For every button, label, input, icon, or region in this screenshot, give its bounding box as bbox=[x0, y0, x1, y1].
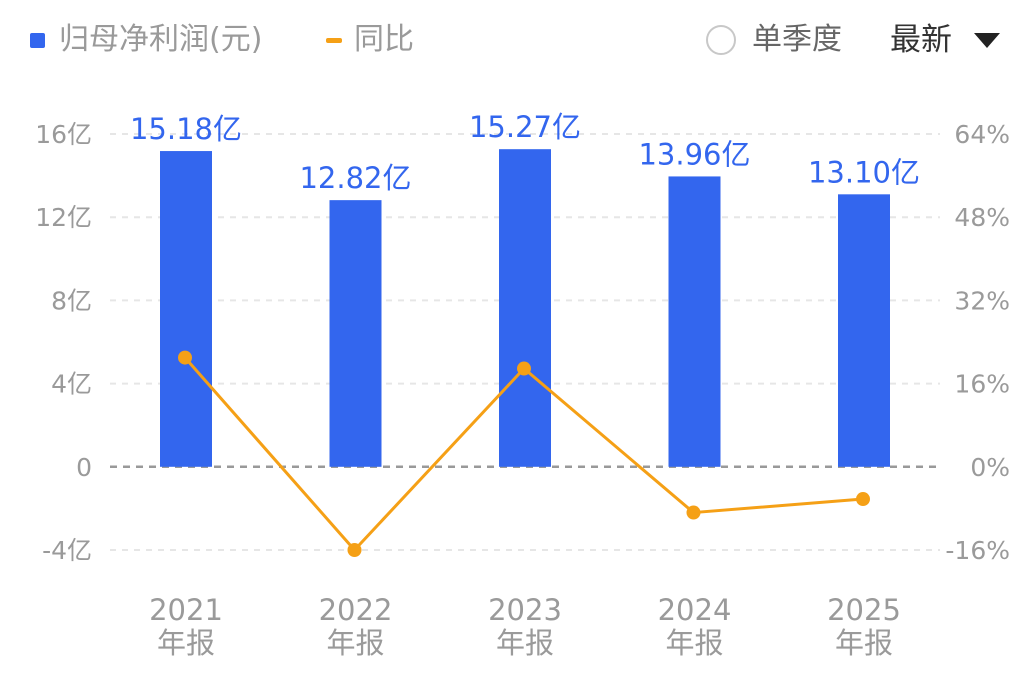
x-tick-year: 2022 bbox=[319, 593, 393, 627]
bar-swatch-icon bbox=[30, 32, 45, 48]
x-tick-report: 年报 bbox=[496, 626, 554, 660]
left-tick-label: 16亿 bbox=[35, 120, 92, 149]
yoy-line-series bbox=[178, 350, 870, 557]
x-tick-report: 年报 bbox=[157, 626, 215, 660]
right-tick-label: 16% bbox=[954, 370, 1010, 399]
bar-value-labels: 15.18亿 12.82亿 15.27亿 13.96亿 13.10亿 bbox=[130, 110, 920, 195]
yoy-point[interactable] bbox=[347, 543, 362, 557]
period-dropdown[interactable]: 最新 bbox=[890, 18, 1000, 62]
grid-lines bbox=[110, 133, 940, 551]
left-tick-label: 0 bbox=[76, 453, 92, 482]
bar[interactable] bbox=[668, 176, 721, 467]
left-tick-label: 8亿 bbox=[51, 286, 92, 315]
yoy-point[interactable] bbox=[517, 361, 531, 376]
x-tick-report: 年报 bbox=[665, 626, 723, 660]
bar-series bbox=[160, 149, 890, 467]
bar-value-label: 15.18亿 bbox=[130, 112, 242, 146]
yoy-point[interactable] bbox=[686, 505, 701, 520]
legend-item-yoy[interactable]: 同比 bbox=[326, 18, 414, 62]
x-tick-year: 2023 bbox=[488, 593, 562, 627]
x-tick-report: 年报 bbox=[326, 626, 384, 660]
bar-value-label: 12.82亿 bbox=[299, 161, 411, 195]
bar-value-label: 13.96亿 bbox=[638, 137, 750, 171]
right-tick-label: 0% bbox=[970, 453, 1010, 482]
bar[interactable] bbox=[838, 194, 890, 467]
single-quarter-label: 单季度 bbox=[752, 22, 842, 57]
line-swatch-icon bbox=[326, 37, 342, 43]
bar-value-label: 15.27亿 bbox=[469, 110, 581, 144]
right-axis: 64% 48% 32% 16% 0% -16% bbox=[945, 120, 1010, 565]
single-quarter-toggle[interactable]: 单季度 bbox=[706, 18, 842, 62]
right-tick-label: 48% bbox=[954, 203, 1010, 232]
legend-label-net-profit: 归母净利润(元) bbox=[59, 22, 263, 57]
caret-down-icon[interactable] bbox=[974, 32, 1000, 48]
x-tick-year: 2025 bbox=[827, 593, 901, 627]
right-tick-label: 32% bbox=[954, 286, 1010, 315]
yoy-point[interactable] bbox=[856, 492, 870, 507]
bar[interactable] bbox=[329, 200, 382, 467]
left-tick-label: 12亿 bbox=[35, 203, 92, 232]
x-tick-year: 2024 bbox=[658, 593, 732, 627]
bar[interactable] bbox=[499, 149, 551, 467]
radio-circle-icon[interactable] bbox=[706, 25, 736, 55]
chart-legend: 归母净利润(元) 同比 单季度 最新 bbox=[0, 0, 1036, 84]
left-tick-label: -4亿 bbox=[42, 536, 92, 565]
bar[interactable] bbox=[160, 151, 212, 467]
x-tick-report: 年报 bbox=[835, 626, 893, 660]
yoy-point[interactable] bbox=[178, 350, 192, 365]
legend-label-yoy: 同比 bbox=[354, 22, 414, 57]
left-tick-label: 4亿 bbox=[51, 370, 92, 399]
bar-value-label: 13.10亿 bbox=[808, 155, 920, 189]
right-tick-label: 64% bbox=[954, 120, 1010, 149]
x-tick-year: 2021 bbox=[149, 593, 223, 627]
period-dropdown-value: 最新 bbox=[890, 22, 952, 58]
legend-item-net-profit[interactable]: 归母净利润(元) bbox=[30, 18, 262, 62]
left-axis: 16亿 12亿 8亿 4亿 0 -4亿 bbox=[35, 120, 92, 565]
right-tick-label: -16% bbox=[945, 536, 1010, 565]
